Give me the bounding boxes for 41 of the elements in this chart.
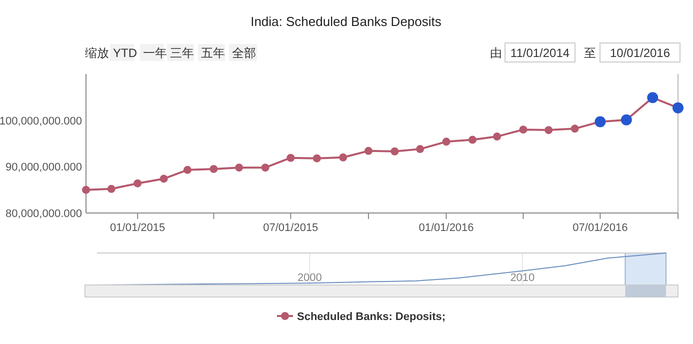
point [442, 138, 450, 146]
point [107, 184, 116, 193]
point [416, 145, 424, 154]
x-tick-label: 2000 [297, 272, 322, 284]
x-tick-label: 2010 [510, 272, 535, 284]
point [468, 136, 476, 144]
legend-label: Scheduled Banks: Deposits; [297, 311, 446, 323]
text: 10/01/2016 [610, 46, 670, 60]
text: YTD [113, 46, 138, 60]
y-tick-label: 90,000,000.000 [6, 162, 82, 174]
y-tick-label: 100,000,000.000 [0, 115, 82, 128]
point [210, 164, 218, 173]
point [160, 174, 168, 183]
point [364, 146, 372, 155]
point [183, 166, 192, 174]
text: 11/01/2014 [510, 46, 570, 60]
point [519, 126, 528, 134]
x-tick-label: 01/01/2016 [418, 222, 474, 234]
point [493, 132, 502, 141]
point [235, 164, 244, 172]
point [261, 164, 270, 172]
point [570, 124, 579, 133]
point [82, 186, 90, 194]
text: 三年 [170, 46, 194, 60]
text: 一年 [143, 46, 167, 60]
text: 至 [584, 46, 596, 60]
text: 由 [490, 46, 502, 60]
chart-title: India: Scheduled Banks Deposits [250, 14, 442, 29]
x-tick-label: 07/01/2015 [263, 222, 318, 234]
point [286, 154, 295, 162]
point [134, 179, 142, 188]
text: 五年 [201, 46, 225, 60]
y-tick-label: 80,000,000.000 [6, 208, 82, 220]
x-tick-label: 01/01/2015 [110, 222, 166, 234]
point [312, 154, 321, 162]
x-tick-label: 07/01/2016 [572, 222, 628, 234]
point [390, 147, 399, 156]
point [339, 153, 348, 162]
text: 缩放 [85, 46, 109, 60]
point [544, 126, 553, 134]
text: 全部 [232, 46, 256, 60]
